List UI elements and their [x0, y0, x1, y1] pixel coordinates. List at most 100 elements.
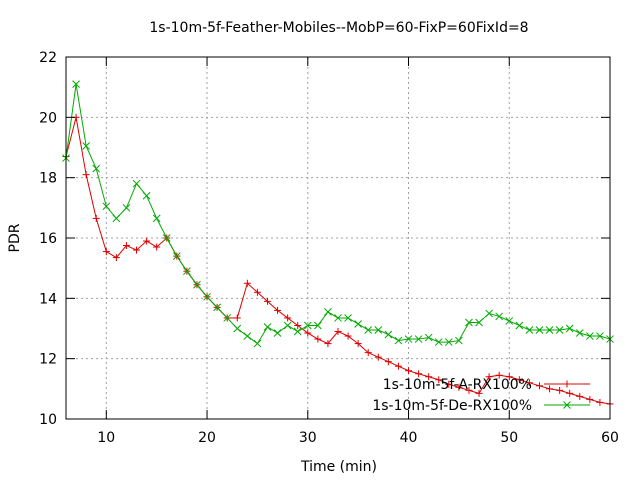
data-point [162, 234, 171, 242]
data-point [596, 398, 604, 406]
data-point [394, 336, 403, 345]
data-point [122, 242, 130, 250]
data-point [153, 243, 161, 251]
data-point [354, 320, 363, 328]
data-point [575, 329, 584, 337]
data-point [203, 292, 211, 301]
data-point [334, 314, 342, 322]
x-tick-label: 40 [400, 430, 418, 446]
series-1 [62, 113, 614, 408]
data-point [405, 367, 413, 375]
legend-entry: 1s-10m-5f-De-RX100% [372, 398, 590, 414]
x-tick-label: 10 [97, 430, 115, 446]
y-tick-label: 16 [39, 231, 57, 247]
data-point [525, 379, 533, 387]
data-point [465, 386, 473, 394]
data-point [122, 203, 131, 212]
data-point [586, 395, 594, 403]
data-point [394, 362, 402, 370]
legend-marker [563, 401, 571, 409]
y-tick-label: 12 [39, 352, 57, 368]
series-layer [62, 80, 614, 408]
data-point [284, 314, 292, 322]
data-point [485, 373, 493, 381]
data-point [596, 332, 604, 340]
data-point [213, 303, 221, 312]
data-point [445, 380, 453, 388]
data-point [294, 321, 302, 329]
data-point [556, 386, 564, 394]
data-point [82, 171, 90, 179]
data-point [132, 179, 141, 188]
data-point [425, 373, 433, 381]
data-point [243, 279, 251, 287]
data-point [424, 333, 433, 342]
data-point [434, 338, 443, 346]
data-point [82, 142, 91, 150]
data-point [354, 340, 362, 348]
data-point [253, 339, 262, 348]
data-point [112, 214, 121, 223]
chart-title: 1s-10m-5f-Feather-Mobiles--MobP=60-FixP=… [149, 20, 528, 36]
data-point [314, 335, 322, 343]
series-line [65, 84, 611, 345]
data-point [243, 332, 252, 340]
data-point [143, 237, 151, 245]
legend: 1s-10m-5f-A-RX100% 1s-10m-5f-De-RX100% [372, 377, 590, 414]
data-point [102, 248, 110, 256]
y-axis-label: PDR [7, 223, 23, 252]
data-point [253, 288, 261, 296]
data-point [444, 338, 453, 346]
y-tick-label: 10 [39, 412, 57, 428]
data-point [233, 314, 241, 322]
x-tick-label: 50 [500, 430, 518, 446]
data-point [374, 326, 383, 334]
data-point [384, 358, 392, 366]
data-point [535, 326, 544, 334]
data-point [152, 214, 161, 223]
data-point [455, 383, 463, 391]
data-point [364, 349, 372, 357]
data-point [565, 324, 574, 333]
data-point [475, 389, 483, 397]
data-point [585, 332, 594, 340]
data-point [495, 371, 503, 379]
legend-label: 1s-10m-5f-De-RX100% [372, 398, 532, 414]
data-point [364, 326, 373, 334]
data-point [233, 324, 242, 333]
data-point [112, 254, 120, 262]
legend-label: 1s-10m-5f-A-RX100% [383, 377, 532, 393]
data-point [495, 312, 504, 321]
data-point [384, 330, 393, 339]
data-point [133, 246, 141, 254]
data-point [545, 326, 554, 334]
data-point [303, 321, 312, 330]
data-point [555, 326, 564, 334]
data-point [223, 314, 232, 322]
data-point [92, 164, 101, 173]
y-tick-label: 20 [39, 110, 57, 126]
data-point [415, 370, 423, 378]
x-axis-label: Time (min) [300, 459, 377, 475]
series-line [65, 117, 611, 405]
data-point [313, 321, 322, 330]
data-point [324, 340, 332, 348]
data-point [324, 308, 332, 316]
data-point [142, 191, 151, 200]
data-point [304, 329, 312, 337]
grid-lines [66, 57, 610, 419]
data-point [273, 329, 282, 337]
x-tick-label: 30 [299, 430, 317, 446]
data-point [193, 280, 201, 289]
data-point [72, 80, 80, 89]
data-point [465, 318, 473, 327]
data-point [183, 267, 191, 276]
data-point [475, 318, 483, 327]
data-point [455, 336, 463, 345]
data-point [515, 321, 524, 330]
x-tick-label: 20 [198, 430, 216, 446]
data-point [263, 297, 271, 305]
data-point [334, 328, 342, 336]
